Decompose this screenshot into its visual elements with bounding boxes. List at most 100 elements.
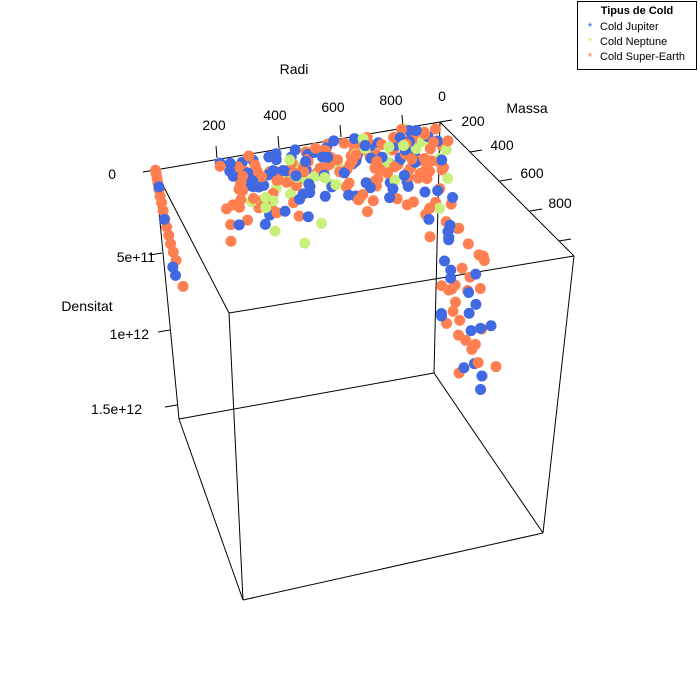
data-point [237, 171, 249, 183]
data-point [343, 177, 355, 189]
tick-mark [339, 124, 342, 138]
data-point [303, 178, 315, 190]
asterisk-icon: * [587, 34, 593, 49]
data-point [469, 338, 481, 350]
box-edge [542, 255, 575, 534]
legend-label: Cold Jupiter [600, 20, 659, 33]
tick-mark [529, 208, 543, 212]
tick-label: 5e+11 [117, 249, 155, 265]
data-point [357, 189, 369, 201]
tick-label: 1e+12 [110, 326, 150, 342]
data-point [319, 190, 331, 202]
tick-label: 400 [490, 137, 514, 153]
box-edge [433, 372, 544, 534]
data-point [429, 123, 441, 135]
data-point [419, 128, 431, 140]
radi-ticks [215, 114, 404, 159]
legend-item-cold-super-earth: * Cold Super-Earth [578, 49, 696, 64]
data-point [458, 362, 470, 374]
data-point [384, 192, 396, 204]
data-point [167, 261, 179, 273]
tick-mark [469, 149, 483, 153]
tick-mark [558, 238, 572, 242]
data-point [242, 214, 254, 226]
data-point [372, 173, 384, 185]
data-point [328, 135, 340, 147]
data-point [156, 197, 168, 209]
data-point [420, 163, 432, 175]
data-point [440, 144, 452, 156]
data-points [149, 123, 502, 395]
tick-mark [149, 252, 163, 256]
data-point [474, 282, 486, 294]
data-point [277, 164, 289, 176]
data-point [442, 135, 454, 147]
data-point [359, 140, 371, 152]
data-point [227, 199, 239, 211]
data-point [475, 383, 487, 395]
data-point [424, 231, 436, 243]
data-point [258, 179, 270, 191]
data-point [449, 296, 461, 308]
x-axis-label: Radi [280, 61, 309, 77]
tick-label: 400 [263, 107, 287, 123]
tick-label: 200 [461, 113, 485, 129]
data-point [439, 255, 451, 267]
data-point [398, 139, 410, 151]
data-point [284, 188, 296, 200]
data-point [233, 219, 245, 231]
data-point [281, 176, 293, 188]
data-point [165, 238, 177, 250]
data-point [235, 194, 247, 206]
data-point [445, 264, 457, 276]
data-point [260, 202, 272, 214]
data-point [269, 225, 281, 237]
data-point [284, 154, 296, 166]
data-point [167, 246, 179, 258]
legend-item-cold-jupiter: * Cold Jupiter [578, 19, 696, 34]
data-point [267, 165, 279, 177]
data-point [225, 219, 237, 231]
tick-label: 600 [321, 99, 345, 115]
data-point [462, 238, 474, 250]
data-point [444, 219, 456, 231]
box-edge [228, 312, 244, 601]
data-point [474, 322, 486, 334]
tick-mark [215, 145, 218, 159]
data-point [395, 124, 407, 136]
data-point [338, 137, 350, 149]
legend-label: Cold Super-Earth [600, 50, 685, 63]
legend-item-cold-neptune: * Cold Neptune [578, 34, 696, 49]
data-point [407, 196, 419, 208]
tick-label: 1.5e+12 [91, 401, 142, 417]
data-point [319, 172, 331, 184]
data-point [290, 180, 302, 192]
data-point [163, 229, 175, 241]
data-point [436, 164, 448, 176]
tick-mark [157, 329, 171, 333]
y-axis-label: Massa [506, 100, 547, 116]
data-point [260, 191, 272, 203]
data-point [330, 179, 342, 191]
data-point [463, 286, 475, 298]
data-point [443, 284, 455, 296]
data-point [436, 310, 448, 322]
box-edge [178, 372, 435, 420]
data-point [300, 156, 312, 168]
data-point [338, 167, 350, 179]
data-point [454, 314, 466, 326]
data-point [432, 185, 444, 197]
data-point [153, 181, 165, 193]
tick-label: 800 [548, 195, 572, 211]
legend: Tipus de Cold * Cold Jupiter * Cold Nept… [577, 1, 697, 70]
data-point [383, 141, 395, 153]
data-point [170, 269, 182, 281]
data-point [424, 202, 436, 214]
data-point [463, 307, 475, 319]
data-point [343, 189, 355, 201]
tick-label: 600 [520, 165, 544, 181]
tick-label: 0 [108, 166, 116, 182]
data-point [436, 154, 448, 166]
data-point [412, 172, 424, 184]
